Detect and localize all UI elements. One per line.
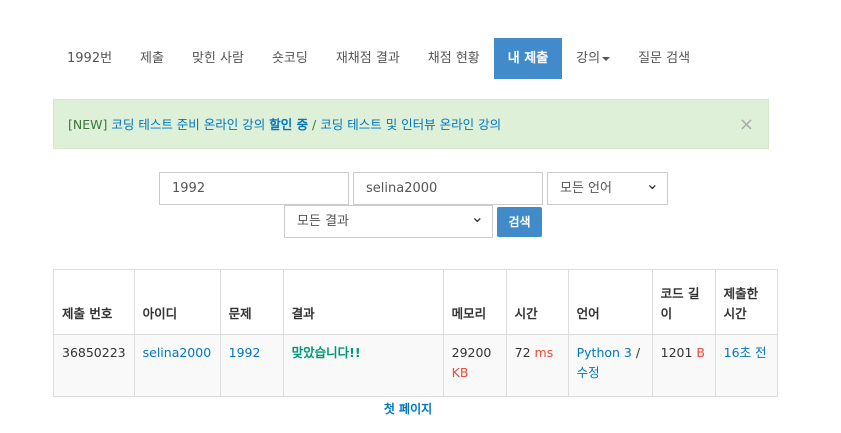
header-problem: 문제 <box>219 269 284 335</box>
language-link[interactable]: Python 3 <box>576 345 632 360</box>
user-id-input[interactable]: selina2000 <box>353 172 543 205</box>
code-length-value: 1201 <box>660 345 693 360</box>
first-page-link[interactable]: 첫 페이지 <box>383 402 433 416</box>
problem-link[interactable]: 1992 <box>228 345 261 360</box>
result-select-value: 모든 결과 <box>297 214 349 229</box>
submitted-time-link[interactable]: 16초 전 <box>723 345 767 360</box>
header-memory: 메모리 <box>442 269 507 335</box>
code-length-unit: B <box>696 345 705 360</box>
tab-short-coding[interactable]: 숏코딩 <box>271 51 308 66</box>
tab-questions[interactable]: 질문 검색 <box>638 51 691 66</box>
alert-separator: / <box>308 117 321 132</box>
header-language: 언어 <box>567 269 653 335</box>
submission-id: 36850223 <box>53 334 135 397</box>
user-link[interactable]: selina2000 <box>142 345 212 360</box>
promo-alert: [NEW] 코딩 테스트 준비 온라인 강의 할인 중 / 코딩 테스트 및 인… <box>53 99 769 149</box>
tab-lectures-label: 강의 <box>576 51 601 66</box>
edit-link[interactable]: 수정 <box>576 365 600 380</box>
table-row: 36850223 selina2000 1992 맞았습니다!! 29200 K… <box>53 334 778 397</box>
caret-down-icon <box>602 56 611 61</box>
header-user: 아이디 <box>133 269 221 335</box>
tab-problem[interactable]: 1992번 <box>67 51 113 66</box>
tab-status[interactable]: 채점 현황 <box>427 51 480 66</box>
alert-discount: 할인 중 <box>269 117 309 132</box>
time-unit: ms <box>534 345 554 360</box>
memory-value: 29200 <box>451 345 492 360</box>
language-cell: Python 3 / 수정 <box>567 334 653 397</box>
problem-nav: 1992번 제출 맞힌 사람 숏코딩 재채점 결과 채점 현황 내 제출 강의 … <box>53 38 704 79</box>
tab-my-submissions[interactable]: 내 제출 <box>493 38 563 79</box>
close-icon[interactable]: × <box>738 114 754 135</box>
header-submission-id: 제출 번호 <box>53 269 135 335</box>
tab-rejudge[interactable]: 재채점 결과 <box>335 51 400 66</box>
search-button[interactable]: 검색 <box>497 207 542 237</box>
table-header: 제출 번호 아이디 문제 결과 메모리 시간 언어 코드 길이 제출한 시간 <box>53 269 778 335</box>
language-select[interactable]: 모든 언어 <box>547 168 668 205</box>
alert-link-text: 코딩 테스트 준비 온라인 강의 <box>111 117 270 132</box>
pagination: 첫 페이지 <box>0 400 816 417</box>
header-submitted: 제출한 시간 <box>714 269 778 335</box>
result-status: 맞았습니다!! <box>291 345 361 360</box>
header-time: 시간 <box>505 269 569 335</box>
header-code-length: 코드 길이 <box>651 269 716 335</box>
tab-solvers[interactable]: 맞힌 사람 <box>191 51 244 66</box>
memory-unit: KB <box>451 365 469 380</box>
time-cell: 72 ms <box>505 334 569 397</box>
memory-cell: 29200 KB <box>442 334 507 397</box>
alert-prefix: [NEW] <box>68 117 112 132</box>
language-select-value: 모든 언어 <box>560 181 612 196</box>
tab-submit[interactable]: 제출 <box>140 51 164 66</box>
alert-link-interview[interactable]: 코딩 테스트 및 인터뷰 온라인 강의 <box>320 117 502 132</box>
header-result: 결과 <box>282 269 444 335</box>
tab-lectures[interactable]: 강의 <box>562 38 624 79</box>
result-select[interactable]: 모든 결과 <box>284 201 493 238</box>
problem-id-input[interactable]: 1992 <box>159 172 349 205</box>
code-length-cell: 1201 B <box>651 334 716 397</box>
alert-link-course[interactable]: 코딩 테스트 준비 온라인 강의 할인 중 <box>111 117 308 132</box>
submissions-table: 제출 번호 아이디 문제 결과 메모리 시간 언어 코드 길이 제출한 시간 3… <box>53 269 778 397</box>
time-value: 72 <box>514 345 531 360</box>
